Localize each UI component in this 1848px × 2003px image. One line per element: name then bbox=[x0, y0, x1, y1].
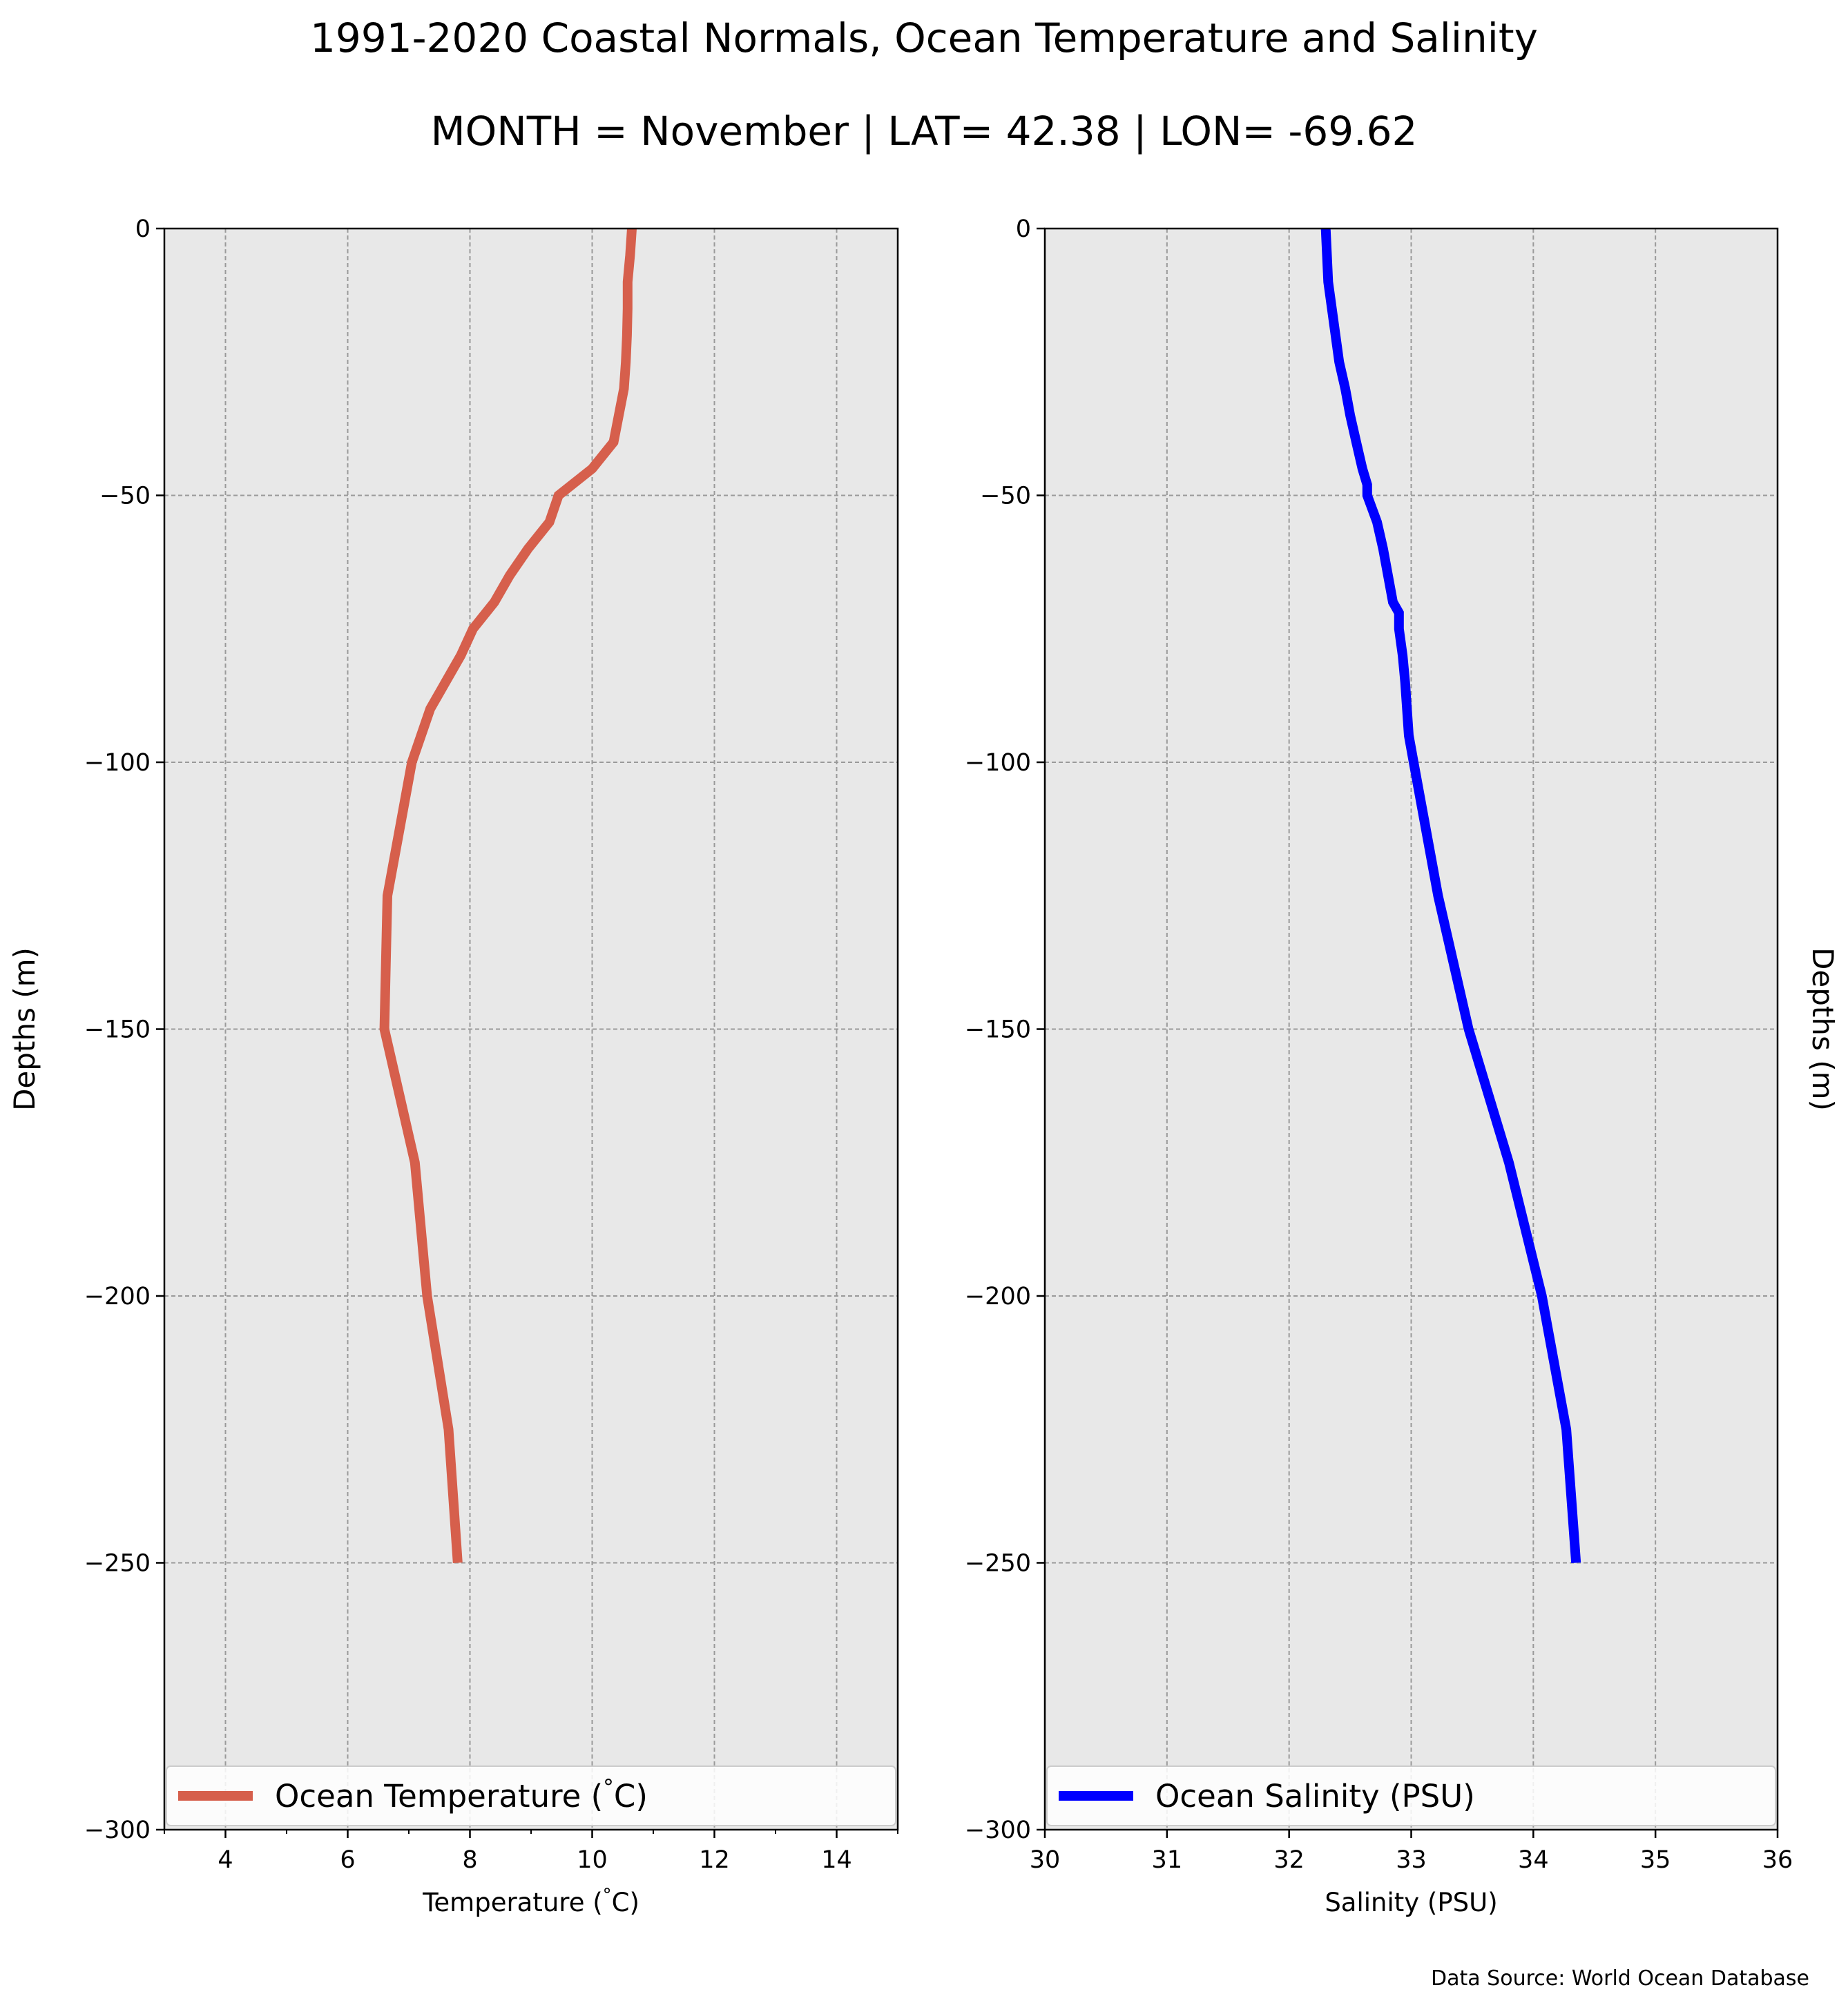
legend-box bbox=[166, 1765, 896, 1826]
y-axis-label: Depths (m) bbox=[1806, 947, 1840, 1111]
y-tick-label: −150 bbox=[84, 1016, 151, 1044]
legend-entry-label: Ocean Salinity (PSU) bbox=[1155, 1778, 1475, 1815]
legend-box bbox=[1046, 1765, 1776, 1826]
x-tick-label: 34 bbox=[1518, 1846, 1549, 1874]
salinity-panel: 30 31 32 33 34 35 36 0 −50 −100 −150 −200 −250 −300 Sa… bbox=[965, 215, 1840, 1917]
y-tick-label: −200 bbox=[84, 1283, 151, 1310]
x-tick-label: 6 bbox=[340, 1846, 355, 1874]
figure-title: 1991-2020 Coastal Normals, Ocean Tempera… bbox=[310, 14, 1538, 61]
x-tick-label: 10 bbox=[577, 1846, 608, 1874]
x-tick-label: 8 bbox=[462, 1846, 477, 1874]
y-tick-label: 0 bbox=[135, 215, 151, 243]
y-tick-label: −200 bbox=[965, 1283, 1031, 1310]
y-tick-label: 0 bbox=[1016, 215, 1031, 243]
x-tick-label: 32 bbox=[1273, 1846, 1305, 1874]
x-tick-label: 33 bbox=[1396, 1846, 1427, 1874]
x-axis-label: Temperature (°C) bbox=[422, 1885, 639, 1917]
x-tick-label: 12 bbox=[699, 1846, 730, 1874]
x-tick-label: 14 bbox=[821, 1846, 852, 1874]
legend: Ocean Temperature (°C) bbox=[166, 1765, 896, 1826]
y-axis-label: Depths (m) bbox=[8, 947, 41, 1111]
y-tick-label: −300 bbox=[84, 1817, 151, 1844]
series-line bbox=[379, 228, 637, 1563]
x-tick-label: 31 bbox=[1152, 1846, 1183, 1874]
y-tick-label: −250 bbox=[84, 1550, 151, 1578]
legend: Ocean Salinity (PSU) bbox=[1046, 1765, 1776, 1826]
x-tick-label: 36 bbox=[1762, 1846, 1793, 1874]
figure-subtitle: MONTH = November | LAT= 42.38 | LON= -69… bbox=[431, 108, 1418, 155]
data-source-note: Data Source: World Ocean Database bbox=[1431, 1966, 1809, 1991]
y-tick-label: −50 bbox=[980, 483, 1031, 510]
y-tick-label: −50 bbox=[99, 483, 151, 510]
legend-entry-label: Ocean Temperature (°C) bbox=[275, 1775, 648, 1815]
temperature-panel: 4 6 8 10 12 14 0 −50 −100 −150 −200 −250 −300 Tempera… bbox=[8, 215, 899, 1917]
series-line bbox=[1320, 228, 1581, 1564]
y-tick-label: −300 bbox=[965, 1817, 1031, 1844]
x-tick-label: 4 bbox=[218, 1846, 233, 1874]
y-tick-label: −250 bbox=[965, 1550, 1031, 1578]
x-axis-label: Salinity (PSU) bbox=[1325, 1888, 1497, 1917]
y-tick-label: −100 bbox=[84, 749, 151, 777]
y-tick-label: −150 bbox=[965, 1016, 1031, 1044]
x-tick-label: 35 bbox=[1640, 1846, 1671, 1874]
y-tick-label: −100 bbox=[965, 749, 1031, 777]
x-tick-label: 30 bbox=[1030, 1846, 1061, 1874]
